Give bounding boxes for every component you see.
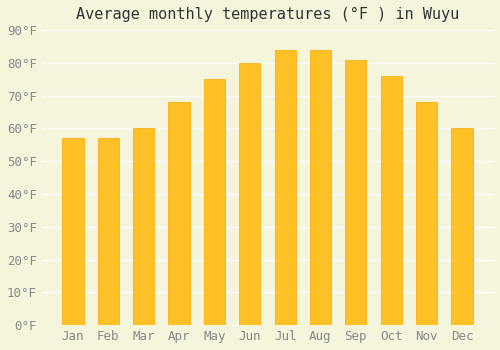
Bar: [133, 128, 154, 325]
Bar: [98, 138, 119, 325]
Bar: [204, 79, 225, 325]
Bar: [416, 102, 437, 325]
Bar: [239, 63, 260, 325]
Bar: [380, 76, 402, 325]
Bar: [62, 138, 84, 325]
Bar: [274, 50, 295, 325]
Bar: [168, 102, 190, 325]
Bar: [345, 60, 366, 325]
Title: Average monthly temperatures (°F ) in Wuyu: Average monthly temperatures (°F ) in Wu…: [76, 7, 459, 22]
Bar: [310, 50, 331, 325]
Bar: [452, 128, 472, 325]
